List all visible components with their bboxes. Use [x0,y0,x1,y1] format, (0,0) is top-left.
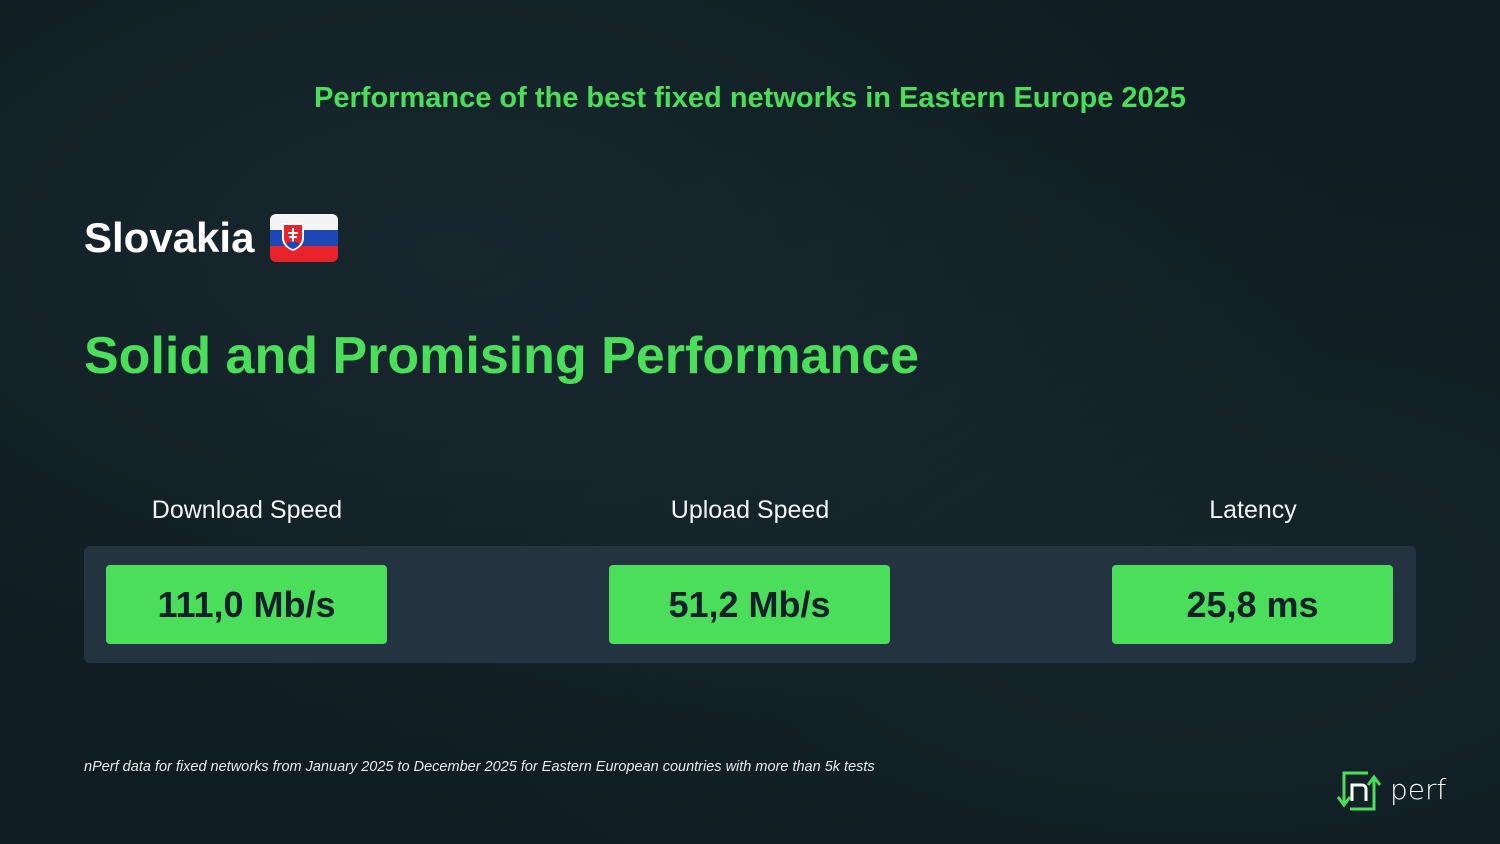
slovakia-flag-icon [270,214,339,262]
download-label: Download Speed [151,496,343,524]
nperf-logo: perf [1334,765,1474,820]
footnote: nPerf data for fixed networks from Janua… [84,759,875,775]
download-value: 111,0 Mb/s [106,565,387,644]
upload-value: 51,2 Mb/s [609,565,890,644]
country-heading: Slovakia [84,214,339,262]
headline: Solid and Promising Performance [84,327,920,385]
page-title: Performance of the best fixed networks i… [314,82,1186,114]
latency-value: 25,8 ms [1112,565,1393,644]
svg-text:perf: perf [1390,773,1447,806]
country-name: Slovakia [84,214,255,261]
metrics-panel: 111,0 Mb/s 51,2 Mb/s 25,8 ms [84,546,1416,663]
upload-label: Upload Speed [670,496,830,524]
latency-label: Latency [1209,496,1297,524]
